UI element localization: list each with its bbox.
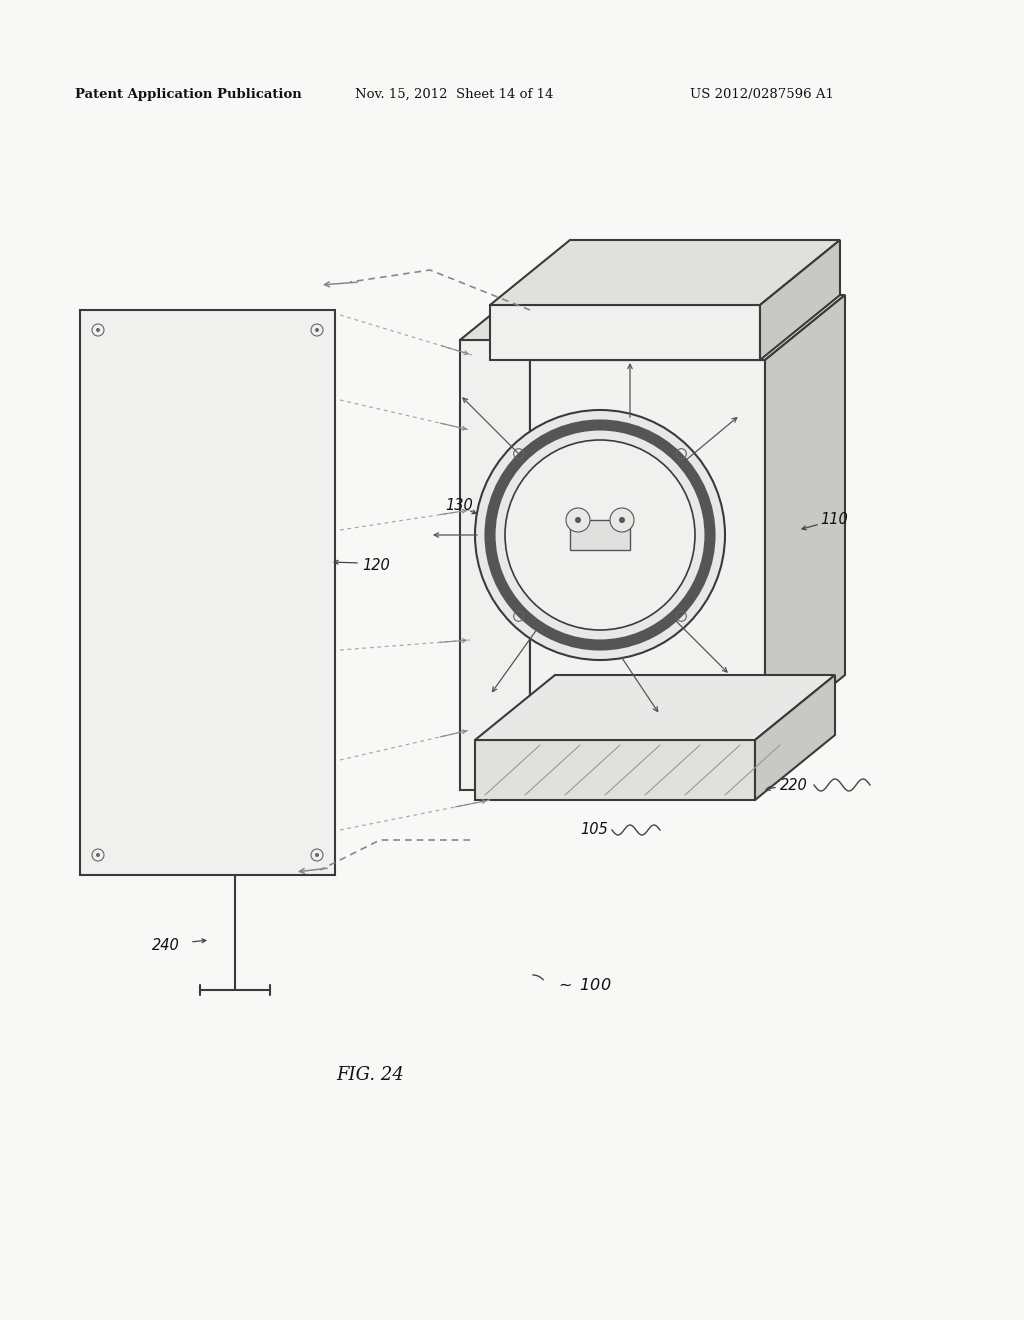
Circle shape: [315, 853, 319, 857]
Text: Nov. 15, 2012  Sheet 14 of 14: Nov. 15, 2012 Sheet 14 of 14: [355, 88, 553, 102]
Text: 220: 220: [780, 777, 808, 792]
Circle shape: [566, 508, 590, 532]
Text: $\sim$ 100: $\sim$ 100: [555, 977, 611, 993]
Polygon shape: [530, 275, 610, 789]
Text: Patent Application Publication: Patent Application Publication: [75, 88, 302, 102]
Polygon shape: [460, 275, 610, 341]
Polygon shape: [760, 240, 840, 360]
Polygon shape: [530, 360, 765, 741]
Circle shape: [96, 853, 100, 857]
Text: US 2012/0287596 A1: US 2012/0287596 A1: [690, 88, 834, 102]
Polygon shape: [490, 305, 760, 360]
Polygon shape: [755, 675, 835, 800]
Polygon shape: [475, 741, 755, 800]
Text: 105: 105: [580, 822, 608, 837]
Text: 130: 130: [445, 498, 473, 512]
Polygon shape: [460, 341, 530, 789]
Polygon shape: [80, 310, 335, 875]
Circle shape: [575, 517, 581, 523]
Circle shape: [96, 327, 100, 333]
Polygon shape: [765, 294, 845, 741]
Circle shape: [505, 440, 695, 630]
Polygon shape: [475, 675, 835, 741]
Circle shape: [315, 327, 319, 333]
Circle shape: [618, 517, 625, 523]
Text: 110: 110: [820, 512, 848, 528]
Polygon shape: [490, 240, 840, 305]
Text: FIG. 24: FIG. 24: [336, 1067, 403, 1084]
Circle shape: [475, 411, 725, 660]
Text: 240: 240: [152, 937, 180, 953]
Circle shape: [610, 508, 634, 532]
Polygon shape: [570, 520, 630, 550]
Text: 120: 120: [362, 557, 390, 573]
Polygon shape: [530, 294, 845, 360]
